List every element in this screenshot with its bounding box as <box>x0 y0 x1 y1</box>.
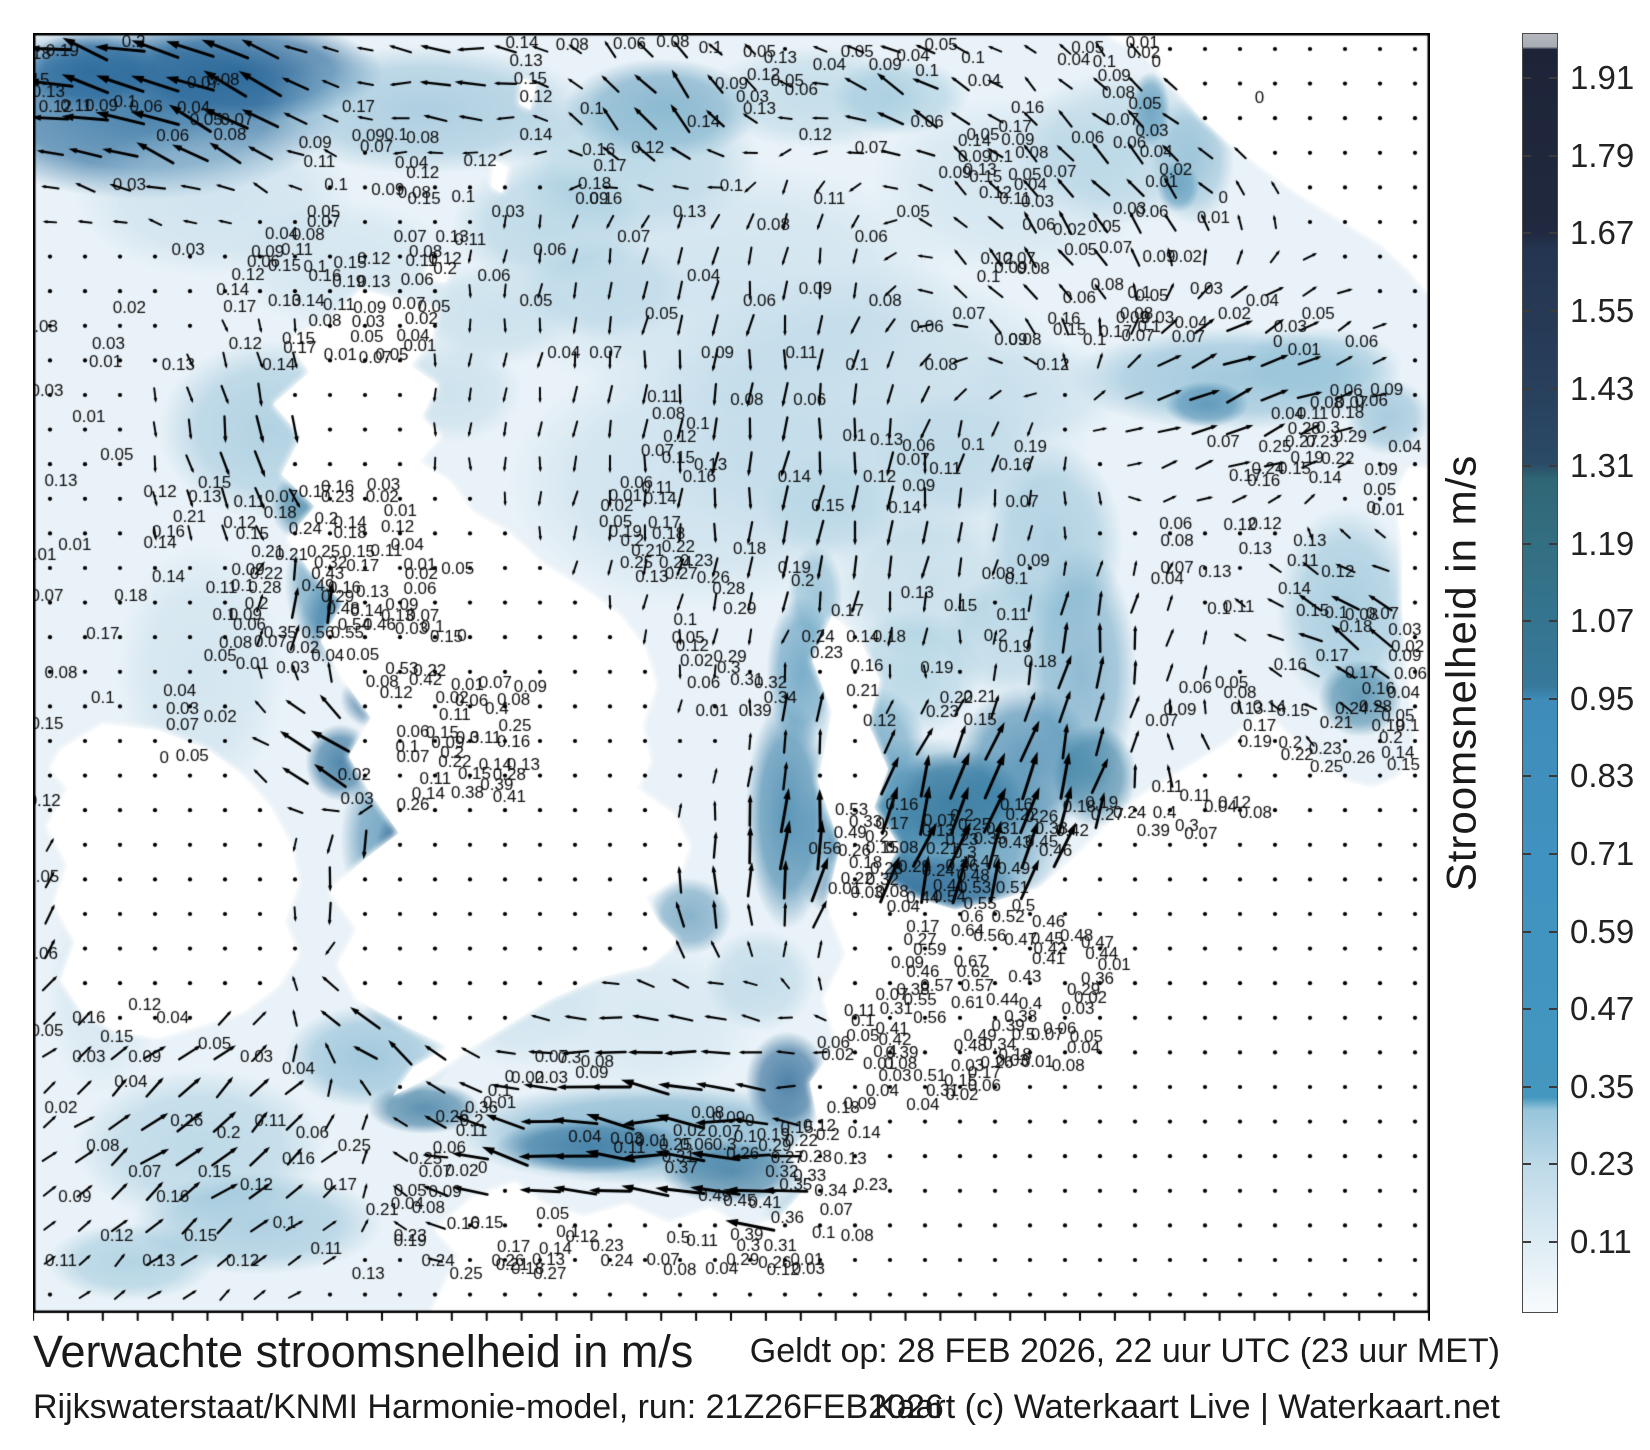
colorbar-tick-label: 1.07 <box>1570 602 1635 640</box>
colorbar-tick-label: 0.71 <box>1570 835 1635 872</box>
colorbar-tick-mark <box>1523 775 1531 778</box>
colorbar-tick-mark <box>1523 387 1531 390</box>
colorbar-tick-mark <box>1523 1008 1531 1011</box>
colorbar-tick-mark <box>1549 232 1557 235</box>
colorbar-tick-mark <box>1523 1240 1531 1243</box>
colorbar-tick-mark <box>1523 77 1531 80</box>
colorbar-tick-mark <box>1523 232 1531 235</box>
copyright: Kaart (c) Waterkaart Live | Waterkaart.n… <box>873 1388 1500 1426</box>
colorbar-tick-mark <box>1549 697 1557 700</box>
colorbar-tick-mark <box>1523 853 1531 855</box>
colorbar-tick-mark <box>1549 775 1557 778</box>
colorbar-tick-label: 1.67 <box>1570 214 1635 252</box>
colorbar-tick-mark <box>1523 1163 1531 1166</box>
colorbar-tick-label: 0.47 <box>1570 990 1635 1028</box>
colorbar-tick-label: 0.83 <box>1570 757 1635 795</box>
current-speed-map-canvas <box>33 33 1430 1321</box>
colorbar-tick-mark <box>1523 620 1531 623</box>
colorbar-tick-mark <box>1549 1240 1557 1243</box>
colorbar-tick-mark <box>1549 1008 1557 1011</box>
colorbar-tick-mark <box>1523 1085 1531 1088</box>
colorbar-tick-mark <box>1549 853 1557 855</box>
colorbar-tick-mark <box>1523 930 1531 933</box>
colorbar-tick-mark <box>1549 154 1557 157</box>
colorbar-tick-label: 1.43 <box>1570 369 1635 407</box>
colorbar-tick-mark <box>1549 387 1557 390</box>
colorbar-tick-mark <box>1549 930 1557 933</box>
colorbar-tick-mark <box>1549 77 1557 80</box>
colorbar-tick-label: 0.95 <box>1570 679 1635 717</box>
colorbar-tick-label: 0.11 <box>1570 1222 1632 1260</box>
colorbar-tick-label: 0.23 <box>1570 1145 1635 1183</box>
colorbar-tick-label: 1.91 <box>1570 59 1635 97</box>
model-run-info: Rijkswaterstaat/KNMI Harmonie-model, run… <box>33 1388 944 1426</box>
valid-time: Geldt op: 28 FEB 2026, 22 uur UTC (23 uu… <box>749 1332 1500 1370</box>
colorbar-tick-label: 0.59 <box>1570 912 1635 950</box>
map-title: Verwachte stroomsnelheid in m/s <box>33 1326 694 1377</box>
colorbar <box>1522 33 1558 1313</box>
colorbar-tick-mark <box>1549 620 1557 623</box>
colorbar-tick-label: 1.79 <box>1570 136 1635 174</box>
colorbar-tick-mark <box>1523 154 1531 157</box>
colorbar-tick-mark <box>1523 309 1531 312</box>
colorbar-tick-label: 1.31 <box>1570 447 1635 485</box>
colorbar-tick-label: 1.19 <box>1570 524 1635 562</box>
colorbar-tick-label: 0.35 <box>1570 1067 1635 1105</box>
colorbar-tick-mark <box>1549 1163 1557 1166</box>
colorbar-tick-mark <box>1549 1085 1557 1088</box>
colorbar-tick-mark <box>1523 697 1531 700</box>
colorbar-axis-label-text: Stroomsnelheid in m/s <box>1437 454 1485 892</box>
colorbar-tick-mark <box>1549 542 1557 545</box>
colorbar-tick-mark <box>1523 542 1531 545</box>
colorbar-axis-label: Stroomsnelheid in m/s <box>1416 33 1506 1313</box>
colorbar-tick-mark <box>1549 465 1557 468</box>
map-area <box>33 33 1430 1321</box>
colorbar-tick-label: 1.55 <box>1570 291 1635 329</box>
colorbar-tick-mark <box>1523 465 1531 468</box>
colorbar-tick-mark <box>1549 309 1557 312</box>
